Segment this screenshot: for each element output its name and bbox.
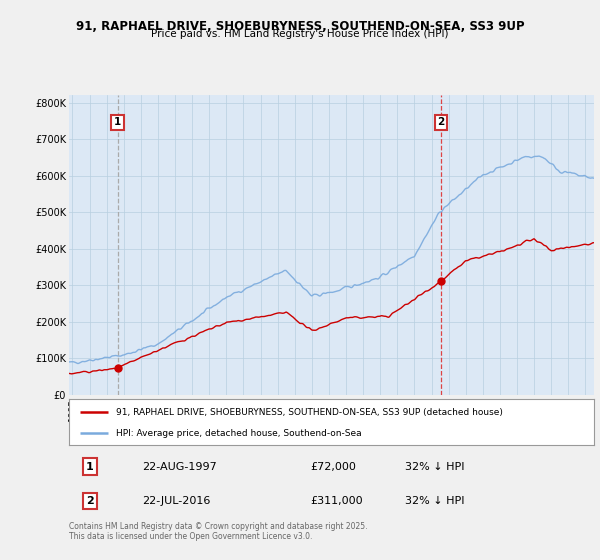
Text: 32% ↓ HPI: 32% ↓ HPI xyxy=(405,496,464,506)
Text: Price paid vs. HM Land Registry's House Price Index (HPI): Price paid vs. HM Land Registry's House … xyxy=(151,29,449,39)
Text: 22-JUL-2016: 22-JUL-2016 xyxy=(143,496,211,506)
Text: 1: 1 xyxy=(86,462,94,472)
Text: 22-AUG-1997: 22-AUG-1997 xyxy=(143,462,217,472)
Text: 91, RAPHAEL DRIVE, SHOEBURYNESS, SOUTHEND-ON-SEA, SS3 9UP (detached house): 91, RAPHAEL DRIVE, SHOEBURYNESS, SOUTHEN… xyxy=(116,408,503,417)
Text: 2: 2 xyxy=(437,117,445,127)
Text: 1: 1 xyxy=(114,117,121,127)
Text: £311,000: £311,000 xyxy=(311,496,363,506)
Text: Contains HM Land Registry data © Crown copyright and database right 2025.
This d: Contains HM Land Registry data © Crown c… xyxy=(69,522,367,542)
Text: HPI: Average price, detached house, Southend-on-Sea: HPI: Average price, detached house, Sout… xyxy=(116,429,362,438)
Text: 32% ↓ HPI: 32% ↓ HPI xyxy=(405,462,464,472)
Text: 91, RAPHAEL DRIVE, SHOEBURYNESS, SOUTHEND-ON-SEA, SS3 9UP: 91, RAPHAEL DRIVE, SHOEBURYNESS, SOUTHEN… xyxy=(76,20,524,32)
Text: £72,000: £72,000 xyxy=(311,462,356,472)
Text: 2: 2 xyxy=(86,496,94,506)
